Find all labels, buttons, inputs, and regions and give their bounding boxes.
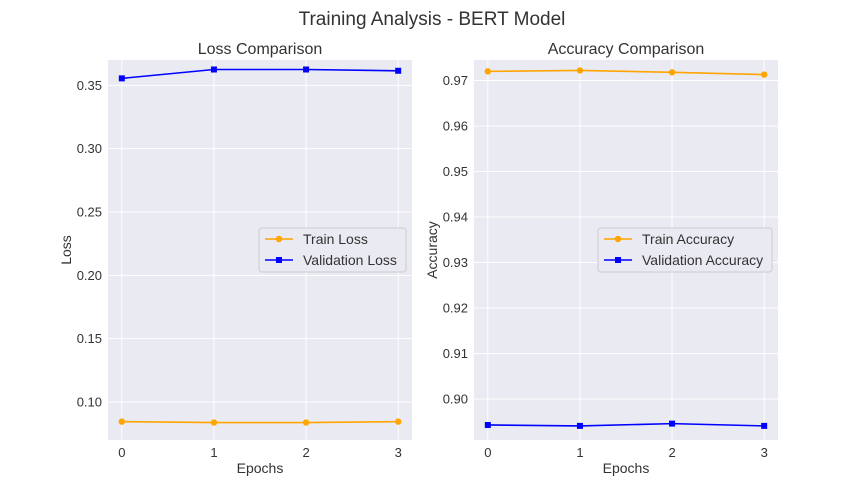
chart-2-legend-validation-accuracy-label: Validation Accuracy (642, 252, 763, 268)
chart-2-x-tick-label: 2 (668, 445, 675, 460)
chart-1-x-tick-label: 2 (302, 445, 309, 460)
chart-1-train-loss-point (302, 419, 310, 426)
chart-2-x-tick-label: 0 (484, 445, 491, 460)
chart-2-x-axis-label: Epochs (603, 460, 650, 476)
chart-1-legend-train-loss-label: Train Loss (303, 231, 368, 247)
chart-1-legend-validation-loss-label: Validation Loss (303, 252, 397, 268)
chart-2-legend-train-accuracy-label: Train Accuracy (642, 231, 734, 247)
chart-2-validation-accuracy-line (487, 422, 765, 427)
chart-1-y-tick-label: 0.30 (77, 141, 102, 156)
figure-title: Training Analysis - BERT Model (299, 9, 566, 30)
chart-1-train-loss-point (210, 419, 218, 426)
chart-2-train-accuracy-point (576, 67, 584, 74)
chart-2-y-axis-label: Accuracy (424, 221, 440, 279)
chart-2-train-accuracy-point (484, 68, 492, 75)
chart-1-title: Loss Comparison (198, 41, 323, 58)
chart-1-train-loss-line (121, 420, 399, 424)
chart-2-train-accuracy-point (668, 69, 676, 76)
chart-2-validation-accuracy-point (761, 422, 768, 429)
chart-1-legend-validation-loss-marker (276, 257, 282, 263)
chart-1-y-tick-label: 0.10 (77, 395, 102, 410)
chart-2-y-tick-label: 0.95 (443, 164, 468, 179)
chart-1-x-tick-label: 0 (118, 445, 125, 460)
chart-2-x-tick-label: 3 (761, 445, 768, 460)
chart-1-x-tick-label: 3 (395, 445, 402, 460)
chart-2-y-tick-label: 0.93 (443, 255, 468, 270)
chart-1-validation-loss-line (121, 68, 399, 80)
chart-1-validation-loss-point (303, 66, 310, 73)
chart-1-y-tick-label: 0.20 (77, 268, 102, 283)
chart-2-legend-train-accuracy-marker (614, 235, 622, 243)
chart-1-y-tick-label: 0.15 (77, 331, 102, 346)
accuracy-chart: 0 1 2 3 0.90 0.91 0.92 0.93 0.94 0.95 0.96 0.97 Accu… (424, 41, 778, 476)
chart-1-validation-loss-point (210, 66, 217, 73)
chart-1-y-tick-label: 0.35 (77, 78, 102, 93)
chart-2-y-tick-label: 0.96 (443, 118, 468, 133)
chart-1-legend-train-loss-marker (275, 235, 283, 243)
chart-1-y-tick-label: 0.25 (77, 205, 102, 220)
chart-2-legend-validation-accuracy-marker (615, 257, 621, 263)
chart-1-train-loss-point (394, 418, 402, 425)
chart-2-train-accuracy-point (760, 71, 768, 78)
chart-2-legend-box (597, 227, 773, 273)
chart-1-validation-loss-point (395, 67, 402, 74)
chart-2-y-tick-label: 0.94 (443, 210, 468, 225)
chart-1-y-axis-label: Loss (58, 235, 74, 265)
chart-2-x-tick-label: 1 (576, 445, 583, 460)
chart-2-y-tick-label: 0.97 (443, 73, 468, 88)
chart-2-validation-accuracy-point (576, 422, 583, 429)
chart-2-validation-accuracy-point (669, 420, 676, 427)
chart-2-validation-accuracy-point (484, 421, 491, 428)
chart-1-x-axis-label: Epochs (237, 460, 284, 476)
chart-1-train-loss-point (118, 418, 126, 425)
chart-1-x-tick-label: 1 (210, 445, 217, 460)
chart-1-legend-box (258, 227, 407, 273)
chart-1-legend: Train Loss Validation Loss (258, 227, 407, 273)
chart-1-validation-loss-point (118, 75, 125, 82)
chart-2-y-tick-label: 0.92 (443, 301, 468, 316)
chart-2-title: Accuracy Comparison (548, 41, 705, 58)
chart-2-train-accuracy-line (487, 69, 765, 76)
chart-2-y-tick-label: 0.90 (443, 392, 468, 407)
loss-chart: 0 1 2 3 0.10 0.15 0.20 0.25 0.30 0.35 Loss Compari… (58, 41, 412, 476)
chart-2-y-tick-label: 0.91 (443, 346, 468, 361)
chart-2-legend: Train Accuracy Validation Accuracy (597, 227, 773, 273)
